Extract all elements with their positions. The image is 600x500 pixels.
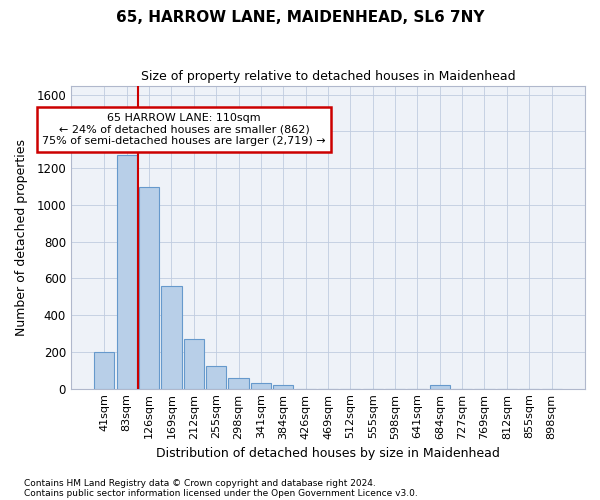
Text: 65 HARROW LANE: 110sqm
← 24% of detached houses are smaller (862)
75% of semi-de: 65 HARROW LANE: 110sqm ← 24% of detached… <box>42 113 326 146</box>
Bar <box>139 186 159 388</box>
Text: 65, HARROW LANE, MAIDENHEAD, SL6 7NY: 65, HARROW LANE, MAIDENHEAD, SL6 7NY <box>116 10 484 25</box>
Title: Size of property relative to detached houses in Maidenhead: Size of property relative to detached ho… <box>140 70 515 83</box>
Text: Contains public sector information licensed under the Open Government Licence v3: Contains public sector information licen… <box>24 488 418 498</box>
Bar <box>184 339 204 388</box>
Bar <box>229 378 248 388</box>
Y-axis label: Number of detached properties: Number of detached properties <box>15 138 28 336</box>
Bar <box>161 286 182 388</box>
Bar <box>251 383 271 388</box>
X-axis label: Distribution of detached houses by size in Maidenhead: Distribution of detached houses by size … <box>156 447 500 460</box>
Bar <box>116 156 137 388</box>
Bar <box>206 366 226 388</box>
Bar <box>430 385 450 388</box>
Bar <box>273 385 293 388</box>
Text: Contains HM Land Registry data © Crown copyright and database right 2024.: Contains HM Land Registry data © Crown c… <box>24 478 376 488</box>
Bar <box>94 352 115 389</box>
